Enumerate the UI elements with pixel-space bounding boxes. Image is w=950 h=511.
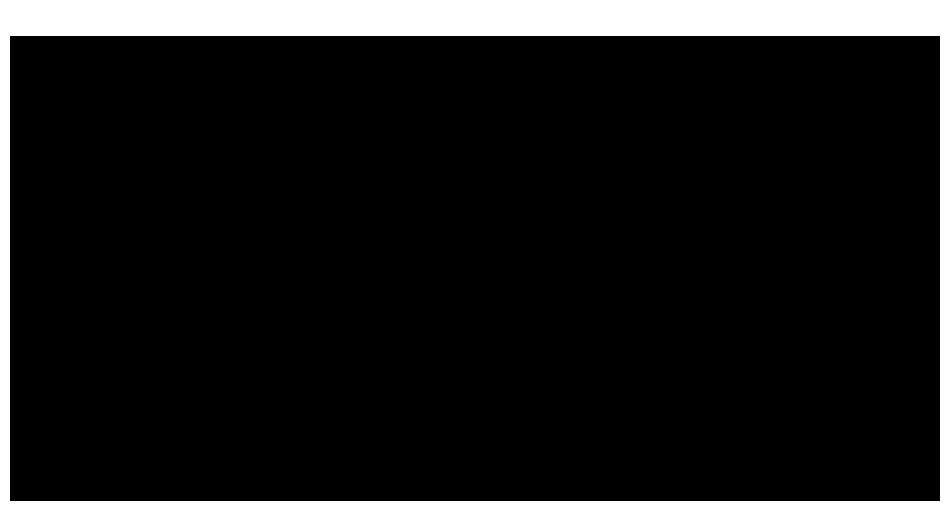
wordcloud-canvas <box>10 36 940 501</box>
